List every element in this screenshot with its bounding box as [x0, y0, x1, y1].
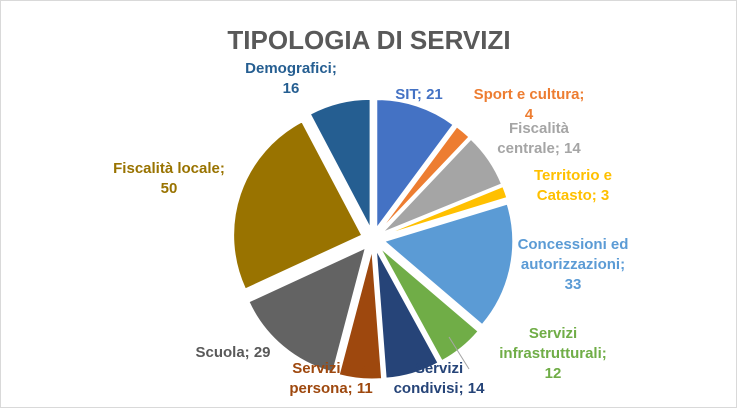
- pie-slice-fiscalita-centrale: [382, 138, 503, 233]
- chart-title: TIPOLOGIA DI SERVIZI: [227, 25, 510, 55]
- slice-label-servizi-infrastrutturali: Servizi infrastrutturali; 12: [499, 325, 607, 382]
- slice-label-sit: SIT; 21: [395, 86, 443, 103]
- slice-label-concessioni-ed-autorizzazioni: Concessioni ed autorizzazioni; 33: [518, 236, 629, 293]
- slice-label-territorio-e-catasto: Territorio e Catasto; 3: [534, 167, 612, 204]
- pie-slice-servizi-alla-persona: [338, 250, 383, 380]
- slice-label-servizi-condivisi: Servizi condivisi; 14: [394, 360, 486, 397]
- pie-slice-servizi-condivisi: [375, 250, 439, 379]
- pie-slice-fiscalita-locale: [233, 121, 363, 290]
- pie-slice-servizi-infrastrutturali: [380, 247, 479, 362]
- slice-label-scuola: Scuola; 29: [195, 344, 270, 361]
- pie-slice-sport-e-cultura: [380, 126, 470, 231]
- leader-line: [448, 336, 470, 370]
- pie-slice-scuola: [248, 247, 367, 373]
- slice-label-demografici: Demografici; 16: [245, 60, 337, 97]
- pie-slice-sit: [376, 99, 454, 230]
- slice-label-sport-e-cultura: Sport e cultura; 4: [474, 86, 585, 123]
- pie-slice-concessioni-ed-autorizzazioni: [383, 203, 514, 326]
- slice-label-servizi-alla-persona: Servizi alla persona; 11: [289, 360, 372, 397]
- pie-slice-demografici: [309, 98, 371, 228]
- slice-label-fiscalita-centrale: Fiscalità centrale; 14: [497, 120, 581, 157]
- pie-slices: [233, 98, 514, 380]
- slice-label-fiscalita-locale: Fiscalità locale; 50: [113, 160, 225, 197]
- pie-slice-territorio-e-catasto: [384, 186, 508, 236]
